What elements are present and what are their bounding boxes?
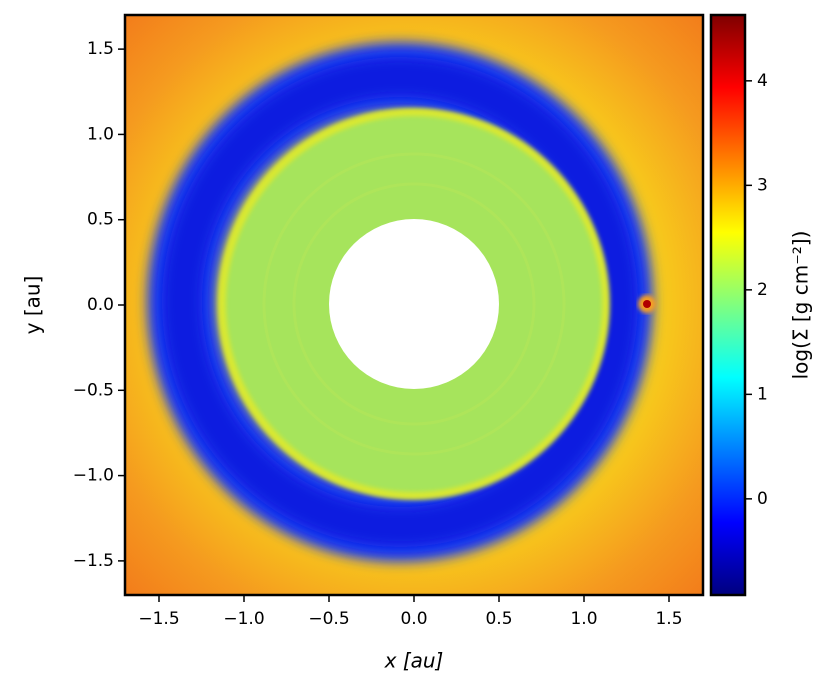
y-tick-label: −1.5 [73, 551, 114, 571]
y-axis-label: y [au] [21, 276, 45, 335]
x-tick-label: −1.0 [223, 609, 264, 629]
colorbar-tick-label: 0 [757, 489, 768, 509]
x-tick-label: 1.0 [570, 609, 597, 629]
colorbar-tick-label: 4 [757, 71, 768, 91]
colorbar-tick-label: 1 [757, 384, 768, 404]
y-tick-label: 1.0 [87, 124, 114, 144]
x-tick-label: 1.5 [655, 609, 682, 629]
colorbar-tick-label: 2 [757, 280, 768, 300]
colorbar [709, 13, 747, 597]
x-tick-label: 0.5 [485, 609, 512, 629]
x-tick-label: −1.5 [138, 609, 179, 629]
colorbar-tick-label: 3 [757, 175, 768, 195]
y-tick-label: 1.5 [87, 39, 114, 59]
x-tick-label: −0.5 [308, 609, 349, 629]
colorbar-label: log(Σ [g cm⁻²]) [789, 231, 813, 380]
x-tick-label: 0.0 [400, 609, 427, 629]
x-axis-label: x [au] [384, 649, 444, 673]
density-map [125, 15, 703, 595]
y-tick-label: 0.5 [87, 210, 114, 230]
y-tick-label: −1.0 [73, 466, 114, 486]
y-tick-label: 0.0 [87, 295, 114, 315]
y-tick-label: −0.5 [73, 380, 114, 400]
